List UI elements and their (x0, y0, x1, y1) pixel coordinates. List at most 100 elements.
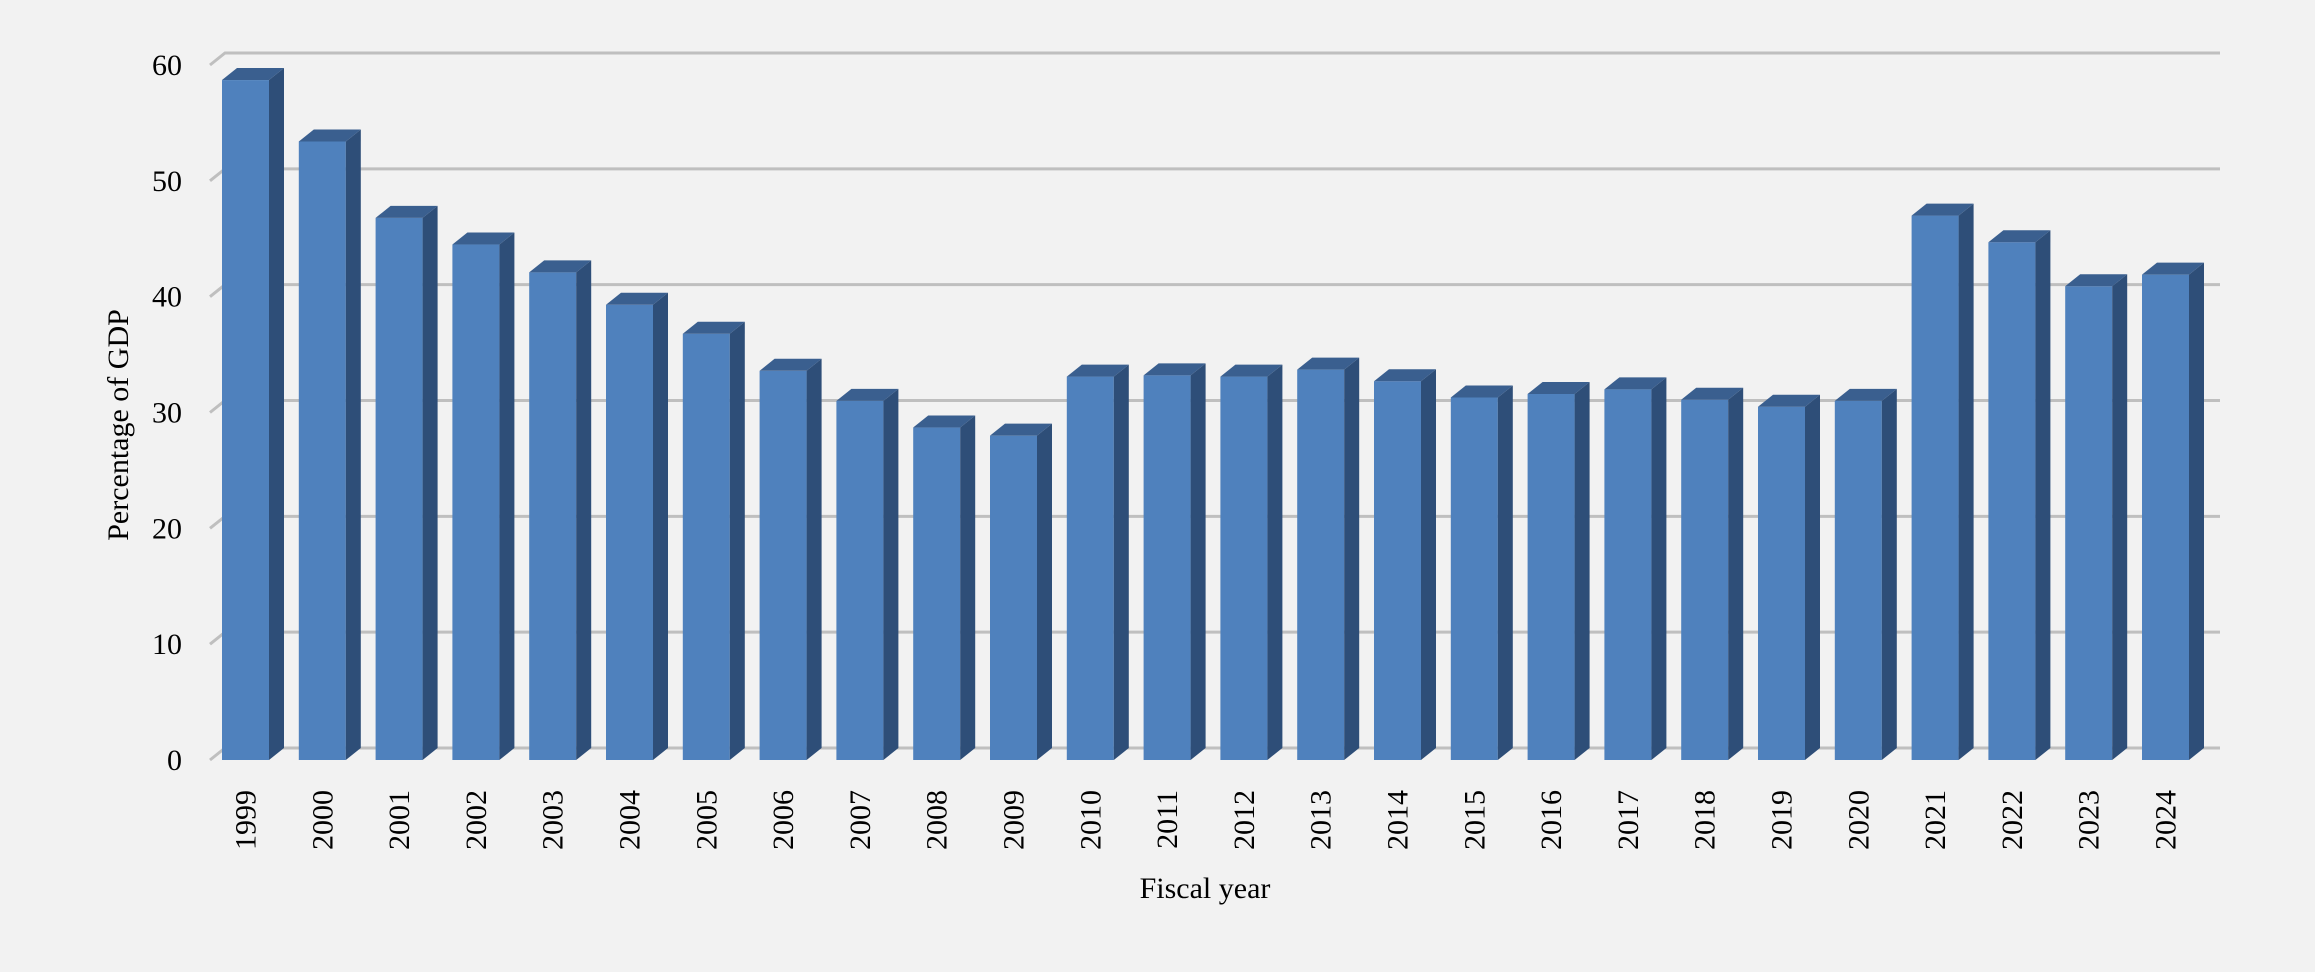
bar-front (682, 333, 730, 760)
bar-side (422, 205, 438, 760)
bar (375, 205, 438, 760)
bar-top (1374, 369, 1436, 382)
bar (529, 260, 592, 760)
bar-front (1527, 393, 1575, 760)
bar-top (1220, 364, 1283, 377)
bar-front (1297, 369, 1345, 760)
bar (298, 129, 361, 760)
bar-top (1834, 388, 1897, 401)
bar-side (883, 388, 899, 760)
x-tick-label: 2014 (1382, 790, 1415, 850)
bar-top (1143, 363, 1206, 376)
bar-front (1681, 399, 1729, 760)
bar (1450, 385, 1513, 760)
bar (1758, 394, 1820, 760)
bar-side (960, 415, 976, 760)
bar-front (2065, 286, 2113, 760)
y-axis-ticks: 0 10 20 30 40 50 60 (152, 49, 182, 777)
x-tick-label: 2002 (460, 790, 493, 850)
bar-top (759, 358, 822, 371)
bar-front (452, 244, 500, 760)
bar (1143, 363, 1206, 760)
y-tick-label: 20 (152, 512, 182, 545)
bar-top (682, 321, 745, 334)
x-tick-label: 2021 (1919, 790, 1952, 850)
x-tick-label: 2006 (767, 790, 800, 850)
bar-front (1604, 389, 1652, 760)
bar-front (222, 80, 269, 760)
bar-top (2065, 274, 2128, 287)
bar-side (1497, 385, 1513, 760)
y-axis-title: Percentage of GDP (102, 309, 135, 541)
bar (2142, 262, 2204, 760)
bar-front (2142, 274, 2189, 760)
x-tick-label: 2009 (998, 790, 1031, 850)
bar-front (1066, 376, 1114, 760)
bars (222, 68, 2204, 761)
bar (759, 358, 822, 760)
y-tick-label: 10 (152, 628, 182, 661)
bar (2065, 274, 2128, 760)
bar-side (499, 232, 515, 760)
x-tick-label: 2005 (690, 790, 723, 850)
bar-front (913, 427, 961, 760)
bar-side (1651, 377, 1667, 760)
bar-front (1143, 375, 1191, 760)
bar-side (2112, 274, 2128, 760)
bar-front (1911, 215, 1959, 761)
x-tick-label: 2010 (1074, 790, 1107, 850)
x-tick-label: 2004 (614, 790, 647, 850)
bar-side (1037, 423, 1052, 760)
x-axis-ticks: 1999 2000 2001 2002 2003 2004 2005 2006 2007 2008… (230, 790, 2183, 850)
bar (1834, 388, 1897, 760)
bar-top (990, 423, 1052, 436)
bar (836, 388, 899, 760)
bar-side (653, 292, 668, 760)
bar-side (1344, 357, 1360, 760)
bar-front (836, 400, 884, 760)
x-tick-label: 2011 (1151, 790, 1184, 849)
bar-side (1805, 394, 1820, 760)
bar-front (1374, 381, 1421, 760)
bar (1988, 230, 2051, 761)
bar-side (1190, 363, 1206, 760)
bar-front (1988, 242, 2036, 761)
bar (913, 415, 976, 760)
x-tick-label: 2017 (1612, 790, 1645, 850)
bar (1066, 364, 1129, 760)
bar-top (375, 205, 438, 218)
bar-side (1728, 387, 1744, 760)
bar-side (2035, 230, 2051, 761)
bar (1604, 377, 1667, 760)
y-tick-label: 40 (152, 281, 182, 314)
bar-side (1267, 364, 1283, 760)
bar-side (576, 260, 592, 760)
x-tick-label: 1999 (230, 790, 263, 850)
bar-front (990, 435, 1037, 760)
bar-side (1574, 381, 1590, 760)
bar (222, 68, 284, 760)
gridline (209, 51, 2220, 67)
x-tick-label: 2023 (2073, 790, 2106, 850)
x-tick-label: 2000 (306, 790, 339, 850)
bar-front (375, 217, 423, 760)
bar-top (1911, 203, 1974, 216)
x-tick-label: 2018 (1689, 790, 1722, 850)
bar-top (222, 68, 284, 81)
x-tick-label: 2020 (1842, 790, 1875, 850)
bar (1374, 369, 1436, 760)
bar-front (1758, 406, 1805, 760)
bar (682, 321, 745, 760)
bar-top (1681, 387, 1744, 400)
bar-top (1297, 357, 1360, 370)
bar-front (606, 304, 653, 760)
bar-top (1450, 385, 1513, 398)
bar-top (1527, 381, 1590, 394)
bar (1681, 387, 1744, 760)
bar-side (729, 321, 745, 760)
bar-top (2142, 262, 2204, 275)
bar-front (1220, 376, 1268, 760)
bar (1220, 364, 1283, 760)
bar-front (298, 141, 346, 760)
x-tick-label: 2013 (1305, 790, 1338, 850)
